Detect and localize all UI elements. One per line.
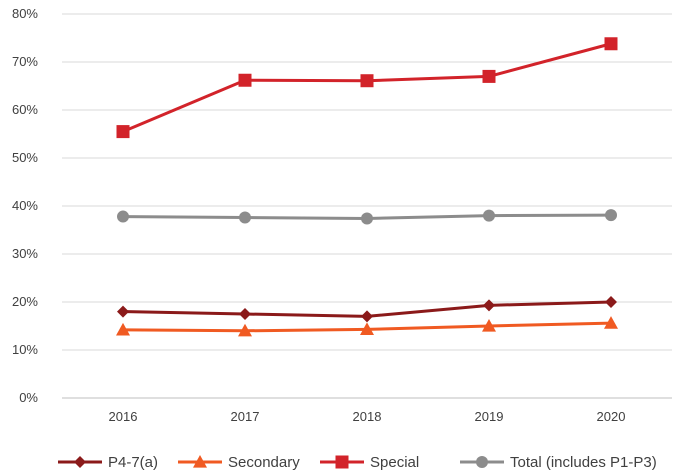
legend-label: Total (includes P1-P3) <box>510 454 657 471</box>
legend-marker <box>335 455 349 469</box>
series-triangle <box>116 316 618 337</box>
legend: P4-7(a) Secondary Special Total (includes P… <box>58 454 657 471</box>
legend-item: Special <box>320 454 419 471</box>
data-point <box>117 305 129 318</box>
data-point <box>361 212 373 225</box>
data-point <box>238 73 252 87</box>
x-tick-label: 2019 <box>475 409 504 424</box>
legend-item: P4-7(a) <box>58 454 158 471</box>
data-point <box>238 323 252 337</box>
y-tick-label: 50% <box>12 150 38 165</box>
x-tick-label: 2018 <box>353 409 382 424</box>
data-point <box>361 310 373 323</box>
y-axis-tick-labels: 0% 10% 20% 30% 40% 50% 60% 70% 80% <box>12 6 38 405</box>
y-tick-label: 80% <box>12 6 38 21</box>
y-tick-label: 40% <box>12 198 38 213</box>
legend-item: Total (includes P1-P3) <box>460 454 657 471</box>
y-tick-label: 60% <box>12 102 38 117</box>
data-point <box>116 125 130 139</box>
series-diamond <box>117 296 617 323</box>
x-tick-label: 2017 <box>231 409 260 424</box>
legend-label: Secondary <box>228 454 300 471</box>
data-point <box>482 319 496 332</box>
series-line <box>122 42 612 133</box>
data-point <box>605 209 617 222</box>
data-point <box>604 316 618 329</box>
series-circle <box>117 209 617 225</box>
y-tick-label: 0% <box>19 390 38 405</box>
x-tick-label: 2016 <box>109 409 138 424</box>
x-axis-tick-labels: 2016 2017 2018 2019 2020 <box>109 409 626 424</box>
data-point <box>360 74 374 88</box>
data-point <box>117 210 129 223</box>
data-point <box>482 69 496 83</box>
legend-marker <box>476 456 488 468</box>
data-point <box>483 209 495 222</box>
data-point <box>116 322 130 336</box>
y-tick-label: 30% <box>12 246 38 261</box>
legend-marker <box>74 456 86 468</box>
data-point <box>239 308 251 320</box>
data-point <box>483 299 495 312</box>
data-point <box>604 37 618 51</box>
legend-item: Secondary <box>178 454 300 471</box>
data-point <box>605 296 617 308</box>
series-layer <box>116 37 618 337</box>
y-tick-label: 20% <box>12 294 38 309</box>
y-tick-label: 10% <box>12 342 38 357</box>
legend-marker <box>193 455 207 468</box>
data-point <box>360 322 374 335</box>
y-tick-label: 70% <box>12 54 38 69</box>
gridlines <box>62 13 672 399</box>
legend-label: P4-7(a) <box>108 454 158 471</box>
legend-label: Special <box>370 454 419 471</box>
series-square <box>116 37 618 139</box>
data-point <box>239 211 251 224</box>
x-tick-label: 2020 <box>597 409 626 424</box>
